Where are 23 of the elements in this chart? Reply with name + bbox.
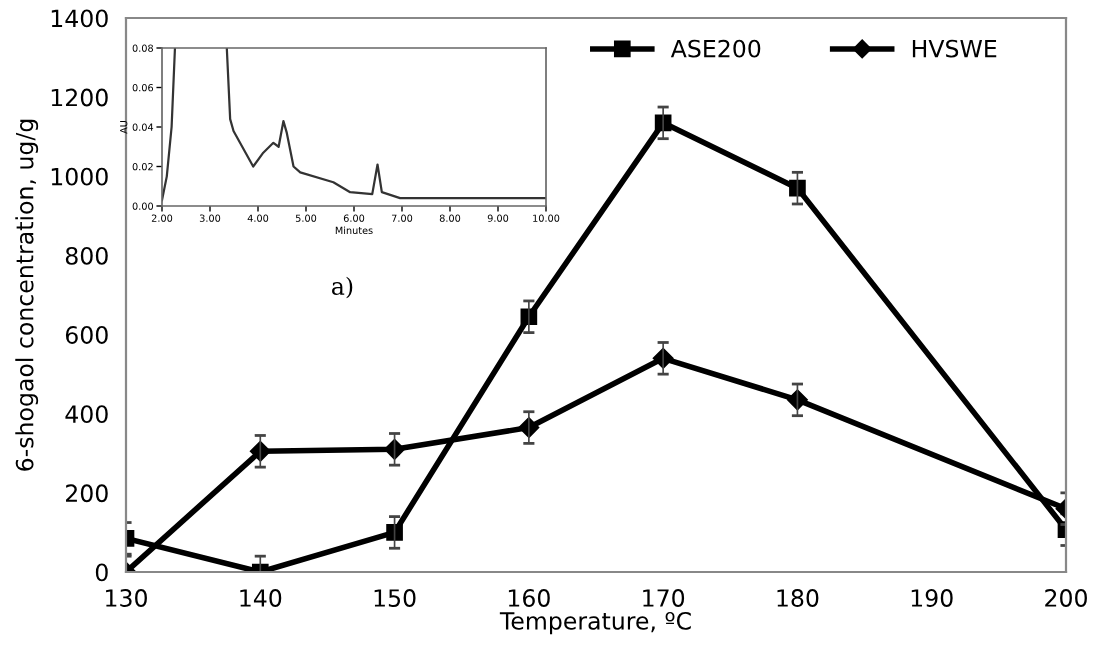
x-tick-label: 190: [911, 589, 953, 607]
x-tick-label: 160: [508, 589, 550, 607]
y-tick-label: 1000: [51, 167, 108, 186]
x-tick-label: 180: [777, 589, 819, 607]
y-tick-label: 400: [65, 405, 108, 424]
x-tick-label: 150: [374, 589, 416, 607]
x-tick-label: 130: [106, 589, 147, 607]
y-tick-label: 1200: [51, 88, 108, 107]
legend-label: HVSWE: [912, 39, 997, 58]
point: [789, 179, 806, 197]
y-tick-label: 1400: [51, 9, 108, 28]
legend-label: ASE200: [670, 39, 761, 58]
point: [386, 524, 403, 541]
x-axis-title: Temperature, ºC: [499, 611, 691, 635]
x-tick-label: 200: [1045, 589, 1087, 607]
y-tick-label: 0: [95, 563, 108, 582]
y-axis-title: 6-shogaol concentration, ug/g: [15, 119, 39, 471]
x-tick-label: 140: [240, 589, 282, 607]
y-tick-label: 200: [66, 484, 108, 503]
y-tick-label: 600: [65, 326, 108, 344]
annotation: a): [332, 276, 353, 299]
y-tick-label: 800: [65, 246, 108, 265]
x-tick-label: 170: [643, 589, 685, 607]
